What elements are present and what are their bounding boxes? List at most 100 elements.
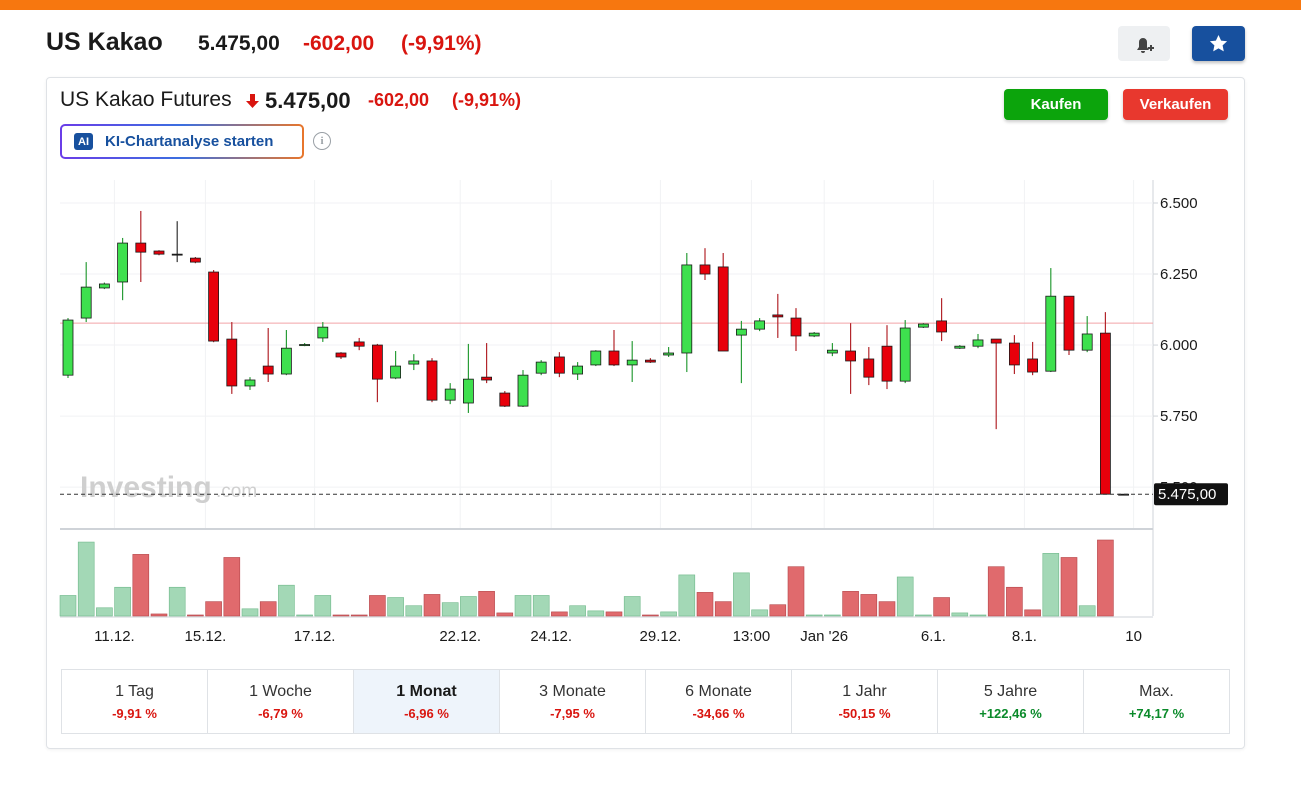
candle-body — [117, 242, 128, 283]
volume-bar — [332, 614, 350, 617]
period-cell[interactable]: 3 Monate -7,95 % — [500, 670, 646, 733]
widget-title: US Kakao Futures — [60, 88, 232, 111]
period-cell[interactable]: 1 Tag -9,91 % — [62, 670, 208, 733]
x-tick-label: 15.12. — [185, 628, 227, 645]
volume-bar — [405, 605, 423, 617]
candle-body — [80, 286, 92, 319]
volume-bar — [787, 566, 805, 617]
volume-bar — [551, 611, 568, 617]
period-cell[interactable]: 6 Monate -34,66 % — [646, 670, 792, 733]
candle-body — [626, 359, 638, 366]
period-change: -6,79 % — [258, 705, 303, 721]
chart-card — [46, 77, 1245, 749]
candle-body — [881, 345, 893, 382]
candle-body — [1027, 358, 1038, 373]
candle-body — [790, 317, 802, 337]
candle-body — [754, 320, 765, 330]
volume-bar — [733, 572, 750, 617]
period-label: Max. — [1139, 682, 1174, 700]
period-change: +122,46 % — [979, 705, 1042, 721]
volume-bar — [150, 613, 168, 617]
candle-body — [608, 350, 620, 366]
volume-bar — [1097, 539, 1114, 617]
volume-bar — [987, 566, 1005, 617]
ai-button[interactable]: AI KI-Chartanalyse starten — [60, 124, 304, 159]
volume-bar — [387, 597, 404, 617]
candle-body — [499, 392, 511, 407]
candle-body — [135, 242, 147, 253]
volume-bar — [132, 554, 150, 617]
volume-bar — [714, 601, 732, 617]
period-label: 1 Woche — [249, 682, 312, 700]
candle-body — [244, 379, 256, 387]
volume-bar — [241, 608, 259, 617]
volume-bar — [842, 591, 859, 617]
volume-bar — [623, 596, 641, 617]
x-tick-label: Jan '26 — [800, 628, 848, 645]
volume-bar — [296, 614, 313, 617]
period-label: 6 Monate — [685, 682, 752, 700]
candle-body — [717, 266, 729, 352]
volume-bar — [951, 612, 969, 617]
volume-bar — [1024, 609, 1041, 617]
volume-bar — [605, 611, 623, 617]
period-cell[interactable]: Max. +74,17 % — [1084, 670, 1229, 733]
candle-body — [262, 365, 274, 375]
candle-body — [1045, 295, 1057, 372]
x-tick-label: 29.12. — [640, 628, 682, 645]
candle-body — [426, 360, 438, 401]
alert-button[interactable] — [1118, 26, 1170, 61]
star-icon — [1209, 35, 1228, 52]
candle-body — [189, 257, 201, 263]
volume-bar — [96, 607, 113, 617]
volume-bar — [915, 614, 932, 617]
candle-body — [936, 320, 947, 333]
candle-body — [481, 376, 493, 381]
volume-bar — [59, 595, 77, 617]
candle-body — [736, 328, 747, 336]
period-cell[interactable]: 1 Monat -6,96 % — [354, 670, 500, 733]
volume-bar — [824, 614, 841, 617]
candle-body — [554, 356, 565, 374]
volume-bar — [350, 614, 368, 617]
candle-body — [954, 345, 966, 349]
period-cell[interactable]: 1 Jahr -50,15 % — [792, 670, 938, 733]
candle-body — [990, 338, 1002, 344]
period-cell[interactable]: 5 Jahre +122,46 % — [938, 670, 1084, 733]
candle-body — [299, 344, 311, 347]
buy-button[interactable]: Kaufen — [1004, 89, 1108, 120]
volume-bar — [168, 586, 186, 617]
volume-bar — [441, 602, 459, 617]
sell-button[interactable]: Verkaufen — [1123, 89, 1228, 120]
period-change: -50,15 % — [838, 705, 891, 721]
volume-bar — [696, 592, 714, 617]
instrument-title: US Kakao — [46, 28, 163, 56]
y-tick-label: 5.750 — [1160, 408, 1198, 425]
volume-bar — [460, 596, 477, 617]
last-price-label: 5.475,00 — [1158, 486, 1216, 503]
candle-body — [827, 349, 838, 354]
volume-bar — [660, 611, 677, 617]
period-table: 1 Tag -9,91 % 1 Woche -6,79 % 1 Monat -6,96 %… — [61, 669, 1230, 734]
candle-body — [62, 319, 74, 376]
widget-price: 5.475,00 — [265, 88, 351, 113]
period-cell[interactable]: 1 Woche -6,79 % — [208, 670, 354, 733]
candle-body — [972, 339, 984, 347]
volume-bar — [478, 591, 495, 617]
volume-bar — [1060, 557, 1078, 617]
candle-body — [280, 347, 292, 375]
volume-bar — [259, 601, 277, 617]
candle-body — [335, 352, 347, 358]
period-change: -7,95 % — [550, 705, 595, 721]
candle-body — [535, 361, 547, 374]
info-icon[interactable]: i — [313, 132, 331, 150]
volume-bar — [969, 614, 987, 617]
candle-body — [517, 374, 529, 407]
watchlist-button[interactable] — [1192, 26, 1245, 61]
volume-bar — [1006, 586, 1023, 617]
x-tick-label: 10 — [1125, 628, 1142, 645]
candle-body — [153, 250, 165, 255]
watermark-brand: Investing — [80, 471, 212, 504]
candle-body — [408, 360, 420, 365]
